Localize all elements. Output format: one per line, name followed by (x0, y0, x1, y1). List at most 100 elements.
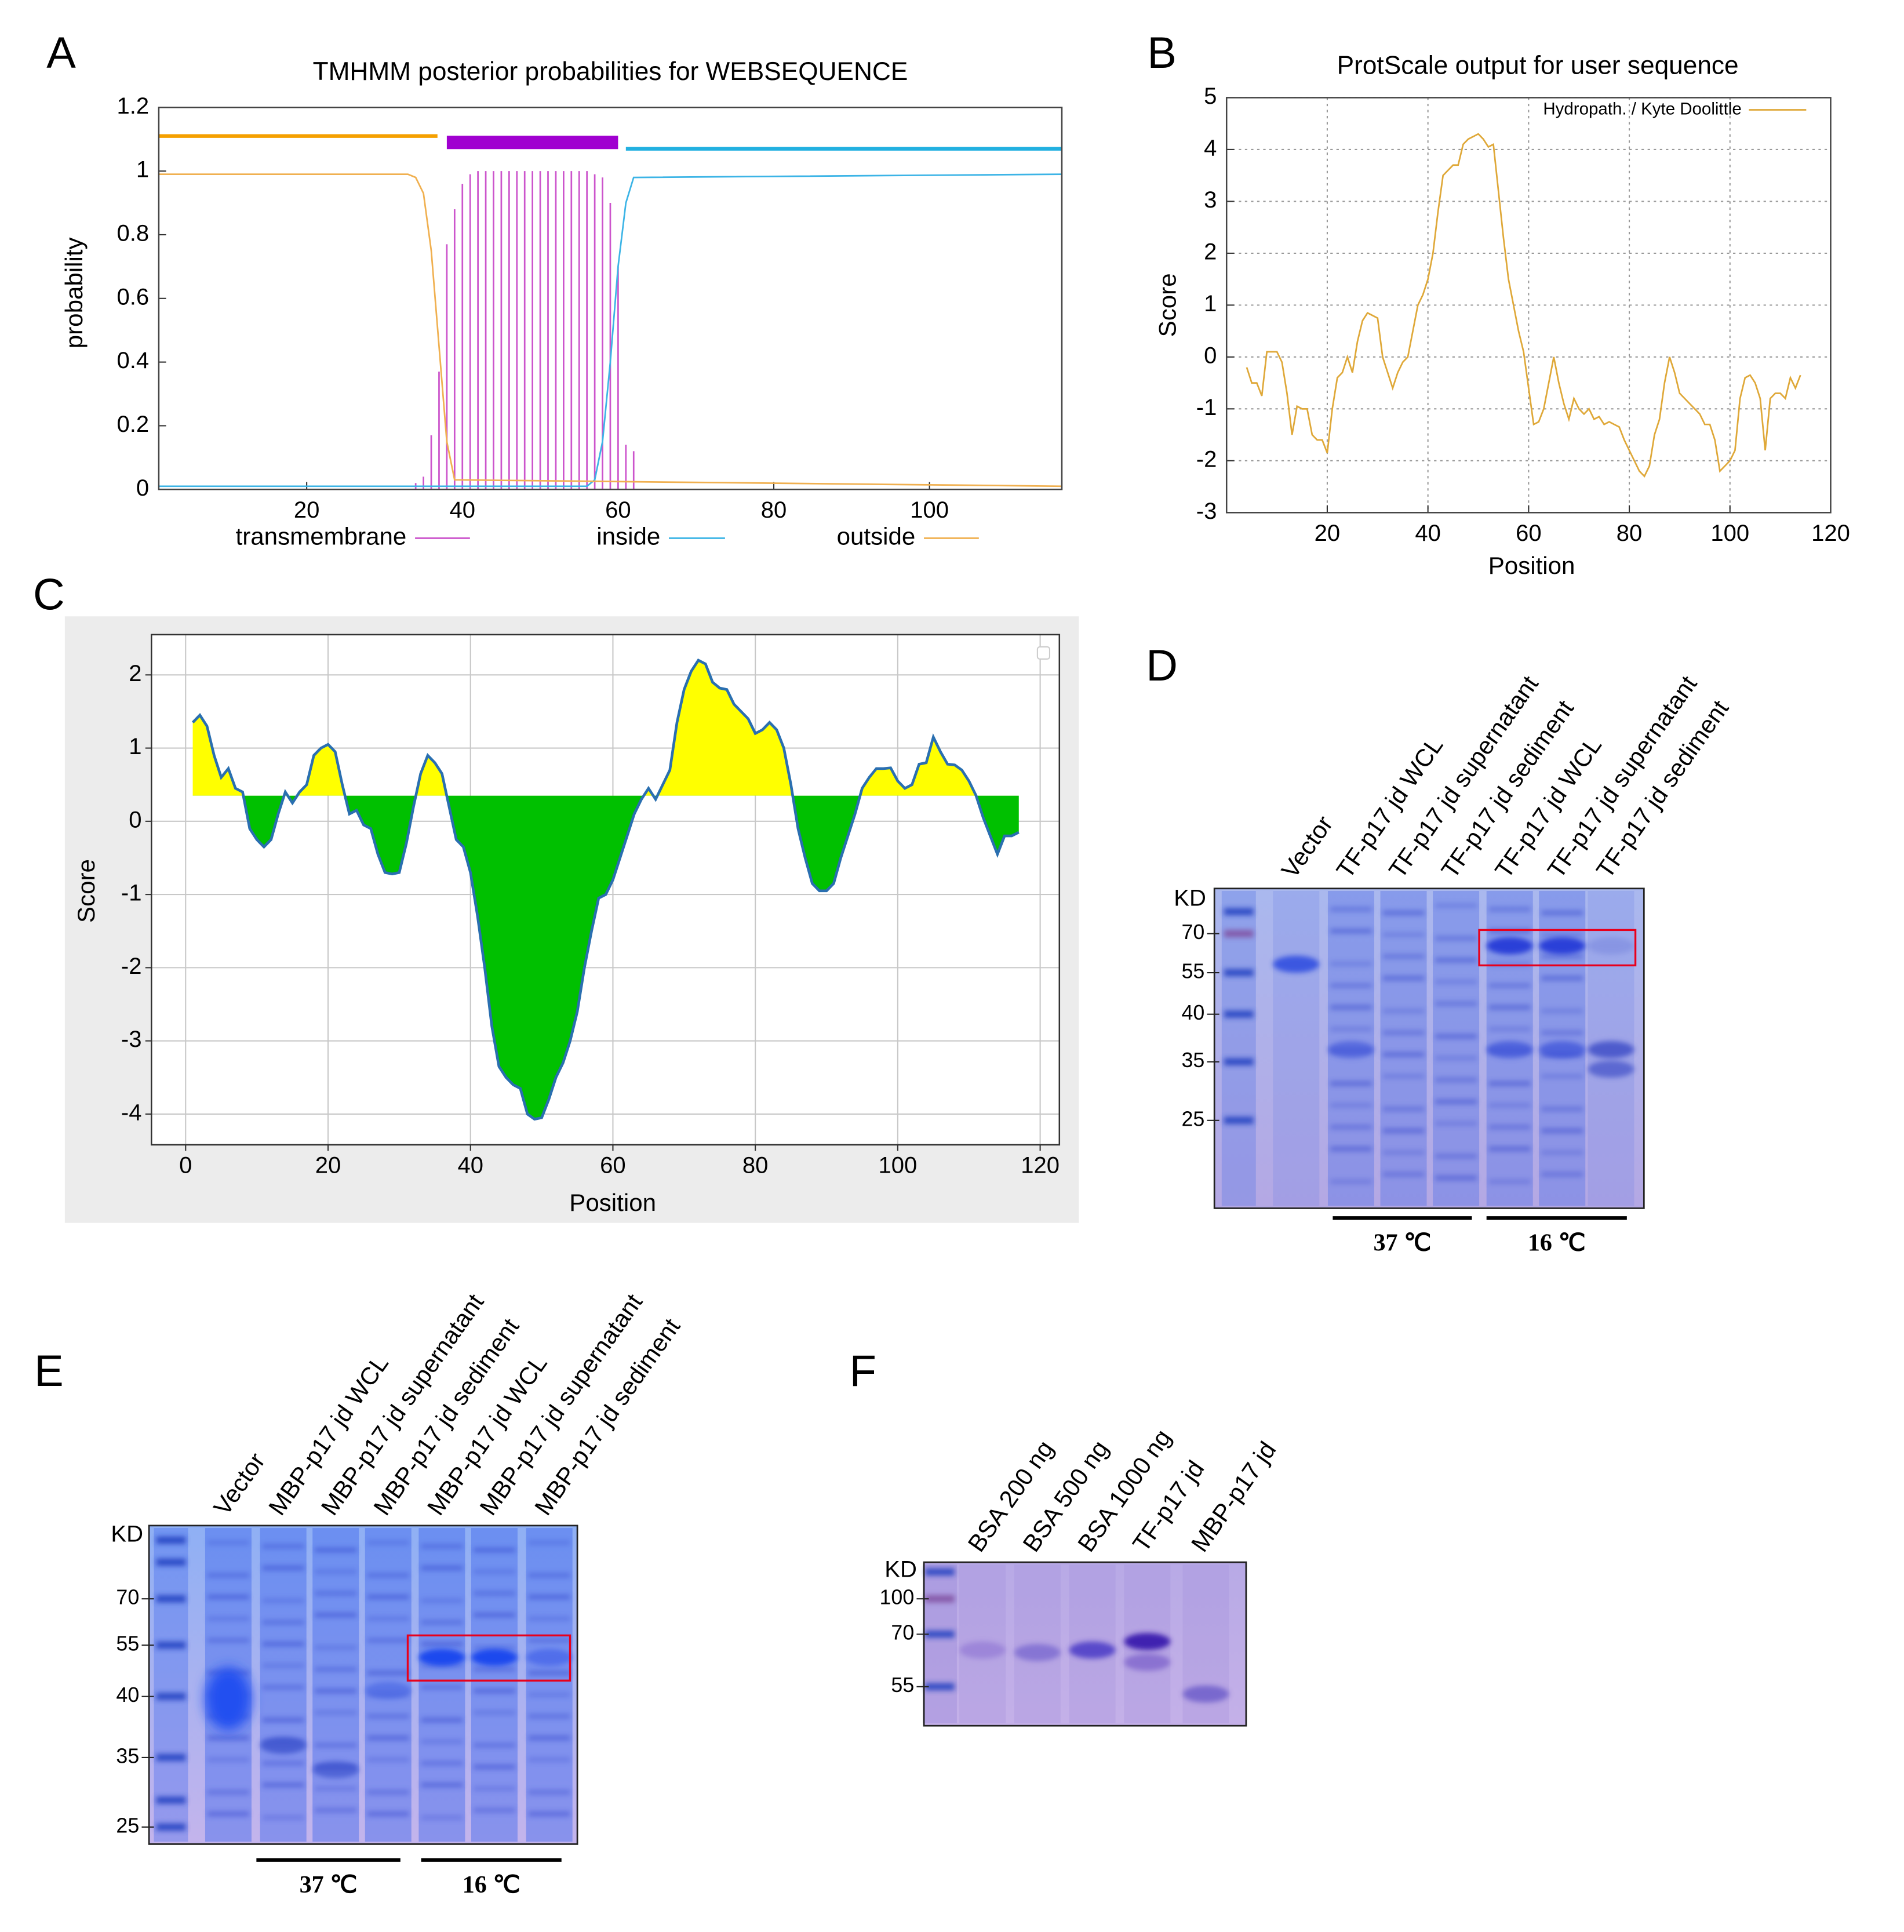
x-tick-label: 40 (450, 497, 475, 523)
faint-band (207, 1757, 249, 1762)
faint-band (1541, 1030, 1583, 1035)
faint-band (474, 1612, 515, 1618)
band (260, 1737, 307, 1754)
band (365, 1682, 412, 1699)
temperature-label: 37 ℃ (1373, 1229, 1431, 1256)
faint-band (421, 1782, 463, 1788)
faint-band (474, 1786, 515, 1791)
band (1486, 1040, 1533, 1058)
marker-label: 35 (116, 1744, 139, 1767)
faint-band (262, 1684, 304, 1690)
faint-band (1488, 907, 1531, 912)
faint-band (1488, 1179, 1531, 1184)
ladder-band (1224, 1058, 1254, 1066)
y-tick-label: 3 (1204, 187, 1217, 213)
faint-band (421, 1815, 463, 1820)
band (312, 1761, 359, 1778)
gel-frame (1213, 887, 1645, 1209)
legend-label: outside (837, 523, 916, 550)
faint-band (262, 1663, 304, 1668)
x-tick-label: 60 (600, 1152, 626, 1178)
x-axis-label: Position (569, 1189, 656, 1216)
y-tick-label: -3 (121, 1027, 142, 1052)
faint-band (1541, 1128, 1583, 1133)
faint-band (421, 1544, 463, 1549)
faint-band (367, 1540, 409, 1545)
band (959, 1641, 1006, 1659)
faint-band (528, 1692, 570, 1697)
faint-band (367, 1713, 409, 1719)
series-line (158, 173, 1062, 487)
marker-label: 55 (1182, 960, 1205, 983)
band (471, 1649, 518, 1667)
band (1539, 937, 1586, 955)
faint-band (1382, 1150, 1425, 1155)
faint-band (315, 1645, 357, 1650)
ladder-band (156, 1753, 186, 1762)
faint-band (1330, 1179, 1372, 1184)
faint-band (528, 1811, 570, 1817)
x-tick-label: 80 (1617, 521, 1643, 546)
panel-letter: C (33, 570, 65, 620)
ladder-band (925, 1630, 955, 1638)
ladder-band (156, 1558, 186, 1566)
faint-band (207, 1594, 249, 1600)
faint-band (207, 1735, 249, 1741)
faint-band (1488, 1125, 1531, 1130)
marker-label: 55 (891, 1673, 914, 1697)
faint-band (1435, 958, 1477, 963)
ladder-band (1224, 1010, 1254, 1018)
faint-band (315, 1547, 357, 1553)
faint-band (528, 1757, 570, 1762)
faint-band (1382, 1106, 1425, 1112)
x-tick-label: 120 (1811, 521, 1850, 546)
faint-band (528, 1670, 570, 1676)
band (526, 1649, 573, 1667)
ladder-band (1224, 1116, 1254, 1125)
panel-letter: D (1146, 641, 1178, 690)
faint-band (207, 1573, 249, 1578)
faint-band (1330, 1125, 1372, 1130)
band (1069, 1641, 1116, 1659)
ladder-band (925, 1568, 955, 1576)
faint-band (1541, 1008, 1583, 1014)
marker-label: 40 (1182, 1001, 1205, 1024)
y-tick-label: -3 (1196, 499, 1217, 524)
faint-band (367, 1670, 409, 1676)
legend-box (1036, 646, 1050, 660)
faint-band (1435, 1154, 1477, 1159)
ladder-band (156, 1823, 186, 1831)
faint-band (1541, 976, 1583, 981)
y-tick-label: -4 (121, 1100, 142, 1125)
marker-label: 25 (1182, 1107, 1205, 1130)
faint-band (1435, 1056, 1477, 1061)
band (1588, 1060, 1634, 1078)
ladder-band (1224, 930, 1254, 938)
highlight-box (406, 1634, 571, 1682)
faint-band (207, 1616, 249, 1621)
faint-band (421, 1620, 463, 1625)
x-tick-label: 60 (1516, 521, 1542, 546)
faint-band (1435, 979, 1477, 985)
faint-band (1382, 1128, 1425, 1133)
faint-band (1330, 928, 1372, 934)
faint-band (528, 1594, 570, 1600)
faint-band (262, 1641, 304, 1647)
faint-band (1330, 1103, 1372, 1108)
faint-band (207, 1789, 249, 1795)
faint-band (421, 1641, 463, 1647)
faint-band (1330, 1146, 1372, 1152)
legend-label: inside (596, 523, 660, 550)
marker-label: 70 (116, 1586, 139, 1609)
faint-band (528, 1616, 570, 1621)
band (1273, 955, 1320, 973)
y-tick-label: 0 (129, 807, 141, 832)
faint-band (528, 1540, 570, 1545)
faint-band (528, 1638, 570, 1643)
faint-band (474, 1710, 515, 1715)
faint-band (421, 1760, 463, 1766)
faint-band (421, 1684, 463, 1690)
plot-frame (151, 634, 1061, 1146)
faint-band (315, 1710, 357, 1715)
faint-band (1541, 1106, 1583, 1112)
